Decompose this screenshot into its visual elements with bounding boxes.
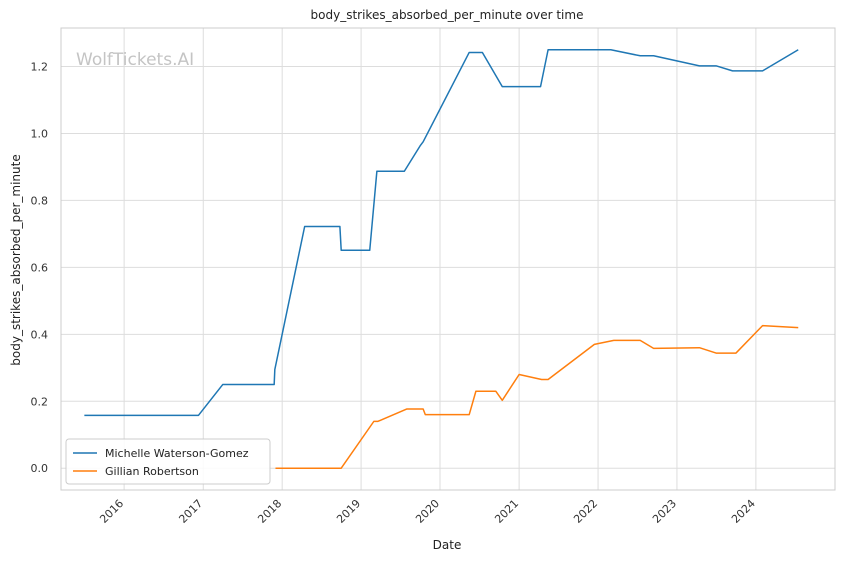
series-line-0 xyxy=(84,49,799,417)
x-tick-label: 2023 xyxy=(650,497,679,526)
x-tick-label: 2021 xyxy=(492,497,521,526)
x-tick-label: 2019 xyxy=(334,497,363,526)
x-tick-label: 2018 xyxy=(255,497,284,526)
plot-frame xyxy=(60,27,836,491)
y-tick-label: 1.0 xyxy=(31,127,49,140)
x-tick-label: 2016 xyxy=(97,497,126,526)
grid xyxy=(61,28,835,490)
x-tick-label: 2022 xyxy=(571,497,600,526)
y-tick-label: 1.2 xyxy=(31,61,49,74)
y-axis-title: body_strikes_absorbed_per_minute xyxy=(9,154,23,365)
x-axis: 2016 2017 2018 2019 2020 2021 2022 2023 2024 xyxy=(97,497,758,526)
y-tick-label: 0.0 xyxy=(31,462,49,475)
legend-box xyxy=(65,438,271,485)
y-tick-label: 0.2 xyxy=(31,395,49,408)
legend-label-waterson-gomez: Michelle Waterson-Gomez xyxy=(105,447,249,460)
y-axis: 0.0 0.2 0.4 0.6 0.8 1.0 1.2 xyxy=(31,61,49,476)
x-tick-label: 2020 xyxy=(413,497,442,526)
series-lines xyxy=(84,49,799,469)
watermark: WolfTickets.AI xyxy=(76,50,194,70)
x-axis-title: Date xyxy=(433,538,462,552)
series-line-1 xyxy=(275,324,799,469)
y-tick-label: 0.4 xyxy=(31,328,49,341)
y-tick-label: 0.8 xyxy=(31,194,49,207)
legend-label-robertson: Gillian Robertson xyxy=(105,465,199,478)
legend: Michelle Waterson-Gomez Gillian Robertso… xyxy=(65,438,271,485)
x-tick-label: 2024 xyxy=(729,497,758,526)
y-tick-label: 0.6 xyxy=(31,261,49,274)
x-tick-label: 2017 xyxy=(176,497,205,526)
chart-title: body_strikes_absorbed_per_minute over ti… xyxy=(311,8,584,22)
